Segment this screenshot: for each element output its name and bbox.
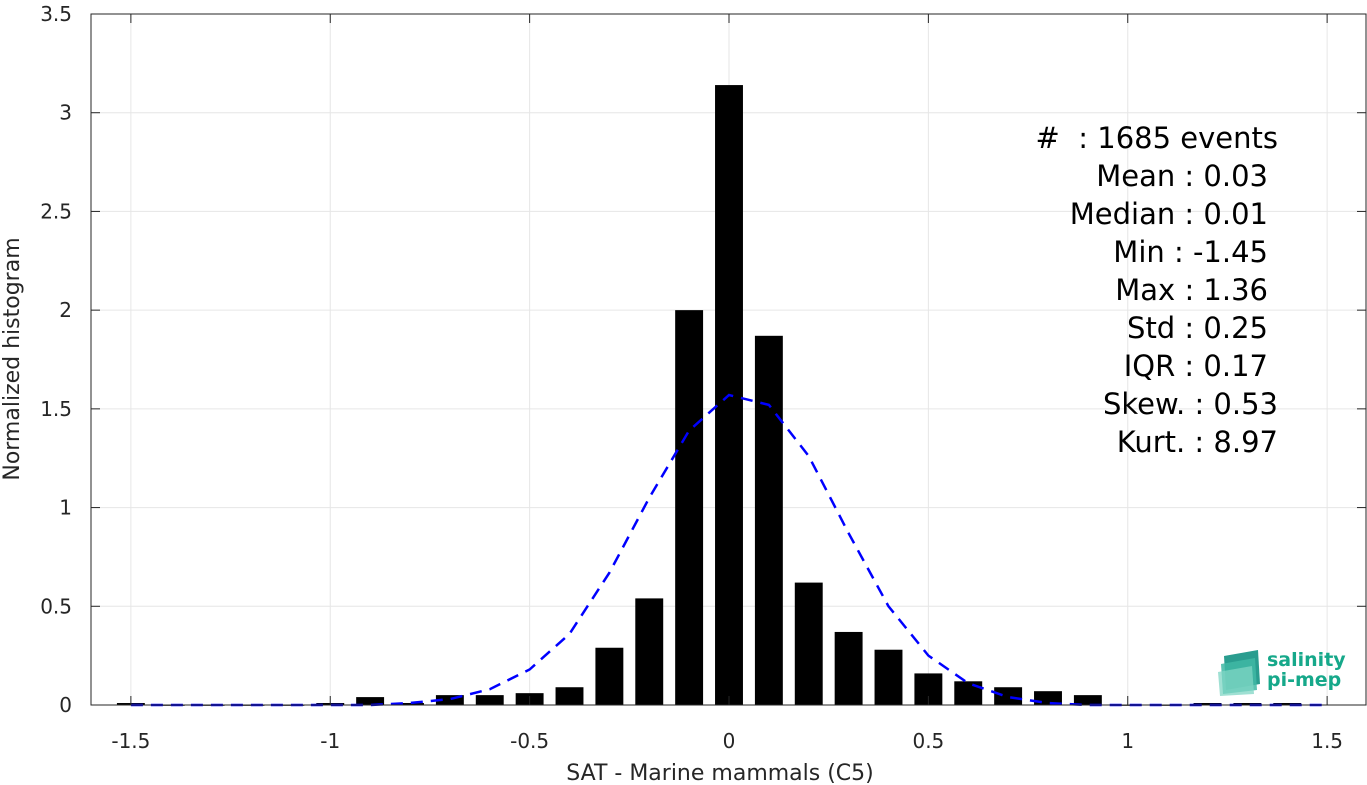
y-tick-label: 1 — [59, 496, 72, 520]
histogram-bar — [834, 631, 863, 705]
y-tick-labels: 0 0.5 1 1.5 2 2.5 3 3.5 — [40, 2, 72, 717]
stat-line: Min : -1.45 — [1113, 235, 1268, 269]
x-tick-label: -0.5 — [510, 729, 549, 753]
y-tick-label: 2 — [59, 298, 72, 322]
histogram-bar — [675, 310, 704, 705]
histogram-bar — [874, 649, 903, 705]
logo-line1: salinity — [1267, 649, 1346, 671]
stat-line: Mean : 0.03 — [1096, 159, 1268, 193]
histogram-bars — [116, 85, 1302, 706]
histogram-bar — [475, 695, 504, 705]
x-tick-label: 1 — [1121, 729, 1134, 753]
histogram-bar — [754, 335, 783, 705]
fit-curve-line — [130, 393, 1328, 707]
stat-line: Skew. : 0.53 — [1103, 387, 1278, 421]
fit-curve-layer — [130, 393, 1328, 707]
y-tick-label: 0 — [59, 693, 72, 717]
histogram-bar — [595, 647, 624, 705]
stat-line: Kurt. : 8.97 — [1117, 425, 1278, 459]
plot-frame — [90, 13, 1367, 706]
histogram-bar — [635, 598, 664, 705]
logo-line2: pi-mep — [1267, 669, 1341, 691]
statistics-annotation: # : 1685 events Mean : 0.03 Median : 0.01 M… — [1036, 121, 1278, 459]
stat-line: Std : 0.25 — [1127, 311, 1268, 345]
x-tick-label: -1 — [320, 729, 340, 753]
stat-line: # : 1685 events — [1036, 121, 1278, 155]
y-axis-label: Normalized histogram — [0, 237, 25, 480]
x-tick-label: -1.5 — [111, 729, 150, 753]
histogram-bar — [356, 697, 385, 705]
y-tick-label: 1.5 — [40, 397, 72, 421]
x-tick-label: 0 — [723, 729, 736, 753]
x-tick-labels: -1.5 -1 -0.5 0 0.5 1 1.5 — [111, 729, 1343, 753]
histogram-bar — [794, 582, 823, 705]
x-tick-label: 0.5 — [912, 729, 944, 753]
histogram-bar — [396, 703, 424, 705]
histogram-bar — [1233, 703, 1262, 705]
x-axis-label: SAT - Marine mammals (C5) — [566, 761, 874, 785]
histogram-bar — [954, 681, 983, 705]
histogram-bar — [1193, 703, 1222, 705]
x-tick-label: 1.5 — [1311, 729, 1343, 753]
y-tick-label: 2.5 — [40, 199, 72, 223]
stat-line: Max : 1.36 — [1115, 273, 1268, 307]
y-tick-label: 0.5 — [40, 594, 72, 618]
logo-waves-icon — [1218, 650, 1260, 696]
histogram-bar — [1073, 695, 1102, 705]
salinity-pi-mep-logo: salinity pi-mep — [1218, 649, 1346, 696]
histogram-bar — [555, 687, 584, 705]
stat-line: IQR : 0.17 — [1124, 349, 1268, 383]
stat-line: Median : 0.01 — [1070, 197, 1268, 231]
histogram-bar — [435, 695, 464, 705]
y-tick-label: 3 — [59, 101, 72, 125]
y-tick-label: 3.5 — [40, 2, 72, 26]
histogram-bar — [1273, 703, 1302, 705]
histogram-bar — [994, 687, 1023, 705]
